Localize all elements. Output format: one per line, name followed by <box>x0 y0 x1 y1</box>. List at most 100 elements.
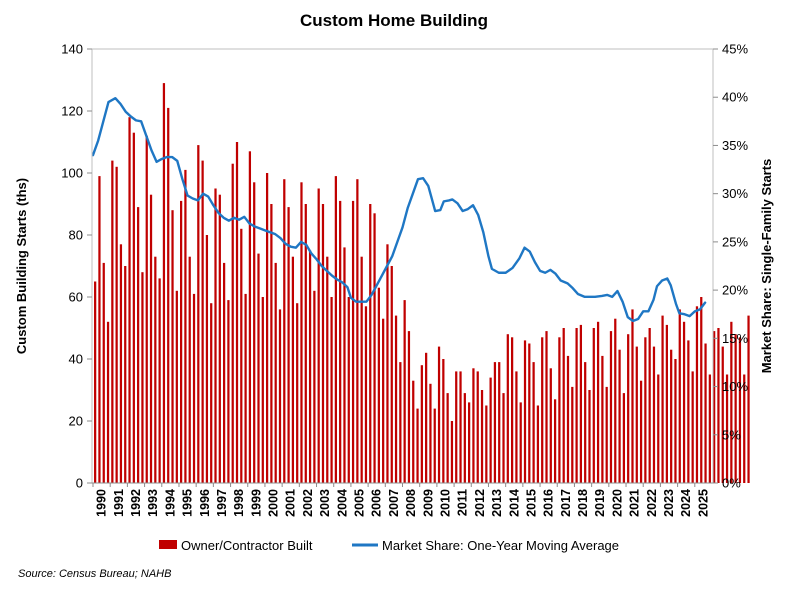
bar <box>261 297 264 483</box>
bar <box>420 365 423 483</box>
bar <box>614 318 617 483</box>
bar <box>382 318 385 483</box>
y2-tick-label: 35% <box>722 138 748 153</box>
bar <box>274 262 277 483</box>
x-tick-label: 2013 <box>490 489 504 517</box>
bar <box>652 346 656 483</box>
y2-tick-label: 5% <box>722 427 741 442</box>
bar <box>115 166 118 484</box>
bar <box>502 393 505 483</box>
y2-tick-label: 45% <box>722 42 748 57</box>
bar <box>485 405 488 483</box>
bar <box>704 343 707 483</box>
bar <box>678 309 681 483</box>
bar <box>265 173 269 483</box>
left-y-axis-label: Custom Building Starts (ths) <box>14 178 29 354</box>
bar <box>506 334 509 483</box>
x-tick-label: 2016 <box>542 489 556 517</box>
bar <box>304 204 307 483</box>
bar <box>476 371 479 483</box>
bar <box>489 377 492 483</box>
bar <box>480 390 484 483</box>
bar <box>601 355 604 483</box>
bar <box>725 374 729 483</box>
x-tick-label: 2003 <box>318 489 332 517</box>
market-share-line <box>91 96 707 323</box>
bar <box>695 306 699 483</box>
bar <box>670 349 673 483</box>
bar <box>119 244 123 483</box>
bar <box>738 337 742 483</box>
bar <box>631 309 634 483</box>
bar <box>377 287 380 483</box>
x-tick-label: 2004 <box>335 489 349 517</box>
legend-line-label: Market Share: One-Year Moving Average <box>382 538 619 553</box>
bar <box>351 200 355 483</box>
bar <box>145 135 148 484</box>
bar <box>287 207 290 483</box>
bar <box>425 352 428 483</box>
legend-bar-label: Owner/Contractor Built <box>181 538 313 553</box>
bar <box>433 408 436 483</box>
bar <box>201 160 204 483</box>
bar <box>248 151 252 484</box>
chart-title: Custom Home Building <box>300 11 488 30</box>
bar <box>162 83 166 483</box>
bar <box>334 176 337 483</box>
bar <box>390 266 393 483</box>
bar <box>253 182 256 484</box>
y-tick-label: 40 <box>69 352 83 367</box>
x-tick-label: 1994 <box>163 489 177 517</box>
bar <box>192 293 196 483</box>
x-tick-label: 2014 <box>507 489 521 517</box>
bar <box>468 402 471 483</box>
line-series-layer <box>91 96 707 323</box>
bar <box>373 213 376 484</box>
legend: Owner/Contractor Built Market Share: One… <box>159 538 619 553</box>
bar <box>330 297 333 483</box>
bar <box>588 390 591 483</box>
bar <box>579 324 583 483</box>
bar <box>205 235 209 483</box>
bar <box>747 315 750 483</box>
x-tick-label: 2002 <box>301 489 315 517</box>
bar <box>137 207 140 483</box>
bar <box>394 315 398 483</box>
y2-tick-label: 20% <box>722 283 748 298</box>
bar <box>528 343 531 483</box>
bar <box>532 362 535 483</box>
bar <box>188 256 191 483</box>
bar <box>326 256 329 483</box>
right-y-axis-label: Market Share: Single-Family Starts <box>759 159 774 374</box>
y2-tick-label: 15% <box>722 331 748 346</box>
x-tick-label: 1997 <box>215 489 229 517</box>
bar <box>609 331 613 483</box>
bar <box>300 182 303 484</box>
right-y-axis-ticks: 0% 5% 10% 15% 20% 25% 30% 35% 40% 45% <box>713 42 748 491</box>
bar <box>175 290 178 483</box>
y2-tick-label: 40% <box>722 90 748 105</box>
legend-bar-swatch <box>159 540 177 549</box>
bar <box>549 368 552 483</box>
bar <box>369 204 372 483</box>
bar <box>222 262 226 483</box>
bar <box>734 334 737 483</box>
y-tick-label: 80 <box>69 228 83 243</box>
x-tick-label: 1992 <box>129 489 143 517</box>
bar <box>386 244 389 483</box>
x-tick-label: 2007 <box>387 489 401 517</box>
y-tick-label: 0 <box>76 476 83 491</box>
y-tick-label: 120 <box>61 104 83 119</box>
bar <box>596 321 600 483</box>
x-tick-label: 1996 <box>198 489 212 517</box>
bar <box>472 368 475 483</box>
bar <box>210 303 213 483</box>
source-note: Source: Census Bureau; NAHB <box>18 568 171 580</box>
bar <box>562 328 565 483</box>
x-tick-label: 2022 <box>645 489 659 517</box>
bar <box>360 256 363 483</box>
bar <box>257 253 260 483</box>
bar <box>721 346 724 483</box>
bar <box>446 393 449 483</box>
